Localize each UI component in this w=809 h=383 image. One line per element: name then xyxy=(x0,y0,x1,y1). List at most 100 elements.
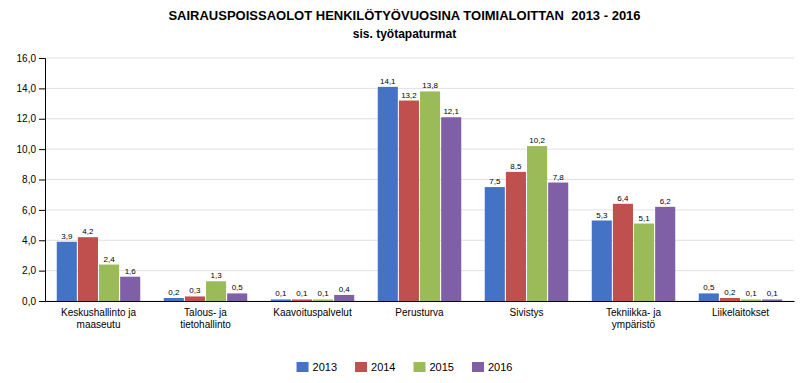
grid-line xyxy=(45,149,794,150)
bar xyxy=(57,242,77,301)
y-tick-label: 2,0 xyxy=(22,265,36,276)
bar xyxy=(592,221,612,301)
y-tick: 2,0 xyxy=(22,265,45,276)
y-tick: 14,0 xyxy=(17,83,45,94)
y-tick-mark xyxy=(39,271,45,272)
bar xyxy=(720,298,740,301)
data-label: 1,3 xyxy=(211,271,223,280)
legend: 2013 2014 2015 2016 xyxy=(297,361,513,373)
legend-swatch xyxy=(355,362,367,372)
legend-label: 2016 xyxy=(488,361,512,373)
grid xyxy=(45,58,794,301)
bar xyxy=(655,207,675,301)
legend-item: 2016 xyxy=(472,361,512,373)
bar xyxy=(271,299,291,301)
chart: SAIRAUSPOISSAOLOT HENKILÖTYÖVUOSINA TOIM… xyxy=(0,0,809,383)
legend-label: 2013 xyxy=(313,361,337,373)
x-tick: Tekniikka- jaympäristö xyxy=(606,307,661,330)
bar xyxy=(527,146,547,301)
y-tick: 10,0 xyxy=(17,144,45,155)
y-tick-mark xyxy=(39,301,45,302)
y-tick: 4,0 xyxy=(22,235,45,246)
data-label: 5,3 xyxy=(596,211,608,220)
y-tick-mark xyxy=(39,88,45,89)
y-tick-label: 12,0 xyxy=(17,113,37,124)
y-tick-label: 6,0 xyxy=(22,205,36,216)
bar xyxy=(420,91,440,301)
x-tick: Keskushallinto jamaaseutu xyxy=(61,307,136,330)
x-tick: Liikelaitokset xyxy=(712,307,769,318)
data-label: 4,2 xyxy=(82,227,94,236)
data-label: 10,2 xyxy=(529,136,545,145)
y-tick-mark xyxy=(39,149,45,150)
data-label: 1,6 xyxy=(125,267,137,276)
data-label: 0,2 xyxy=(724,288,736,297)
grid-line xyxy=(45,58,794,59)
data-label: 6,2 xyxy=(660,197,672,206)
x-tick: Talous- jatietohallinto xyxy=(180,307,231,330)
bar xyxy=(99,265,119,301)
y-tick-label: 8,0 xyxy=(22,174,36,185)
y-tick: 12,0 xyxy=(17,113,45,124)
y-axis-line xyxy=(39,59,46,302)
y-tick-mark xyxy=(39,58,45,59)
bar xyxy=(634,224,654,301)
data-label: 8,5 xyxy=(510,162,522,171)
y-tick-label: 16,0 xyxy=(17,53,37,64)
legend-swatch xyxy=(472,362,484,372)
x-axis: Keskushallinto jamaaseutu Talous- jatieto… xyxy=(46,302,795,330)
data-label: 0,5 xyxy=(703,283,715,292)
bar xyxy=(506,172,526,301)
data-label: 0,1 xyxy=(318,289,330,298)
y-tick: 16,0 xyxy=(17,53,45,64)
legend-item: 2015 xyxy=(414,361,454,373)
bar xyxy=(227,293,247,301)
legend-item: 2013 xyxy=(297,361,337,373)
plot: 0,02,04,06,08,010,012,014,016,0Keskushal… xyxy=(17,53,795,330)
data-label: 5,1 xyxy=(639,214,651,223)
data-label: 0,2 xyxy=(168,288,180,297)
x-tick: Sivistys xyxy=(510,307,544,318)
x-tick-label: Kaavoituspalvelut xyxy=(273,307,352,318)
legend-item: 2014 xyxy=(355,361,395,373)
data-label: 2,4 xyxy=(104,255,116,264)
bar xyxy=(206,281,226,301)
legend-swatch xyxy=(297,362,309,372)
data-label: 12,1 xyxy=(443,107,459,116)
x-axis-line xyxy=(46,301,795,302)
bar xyxy=(334,295,354,301)
x-tick: Perusturva xyxy=(395,307,444,318)
data-label: 7,5 xyxy=(489,177,501,186)
x-tick: Kaavoituspalvelut xyxy=(273,307,352,318)
data-label: 7,8 xyxy=(553,173,565,182)
y-tick-label: 14,0 xyxy=(17,83,37,94)
bar xyxy=(699,293,719,301)
bar xyxy=(548,183,568,301)
y-tick: 8,0 xyxy=(22,174,45,185)
data-label: 6,4 xyxy=(617,194,629,203)
data-label: 13,8 xyxy=(422,81,438,90)
bar xyxy=(313,299,333,301)
y-tick-mark xyxy=(39,240,45,241)
bar xyxy=(185,296,205,301)
bar xyxy=(741,299,761,301)
legend-swatch xyxy=(414,362,426,372)
x-tick-label: Tekniikka- jaympäristö xyxy=(606,307,661,330)
bars xyxy=(57,87,782,301)
data-label: 0,1 xyxy=(746,289,758,298)
bar xyxy=(164,298,184,301)
bar xyxy=(762,299,782,301)
grid-line xyxy=(45,301,794,302)
legend-label: 2014 xyxy=(371,361,395,373)
legend-label: 2015 xyxy=(430,361,454,373)
y-axis: 0,02,04,06,08,010,012,014,016,0 xyxy=(17,53,46,307)
x-tick-label: Liikelaitokset xyxy=(712,307,769,318)
title: SAIRAUSPOISSAOLOT HENKILÖTYÖVUOSINA TOIM… xyxy=(168,8,640,23)
grid-line xyxy=(45,118,794,119)
data-label: 0,1 xyxy=(275,289,287,298)
data-label: 3,9 xyxy=(61,232,73,241)
grid-line xyxy=(45,179,794,180)
bar xyxy=(441,117,461,301)
bar xyxy=(485,187,505,301)
data-label: 13,2 xyxy=(401,91,417,100)
